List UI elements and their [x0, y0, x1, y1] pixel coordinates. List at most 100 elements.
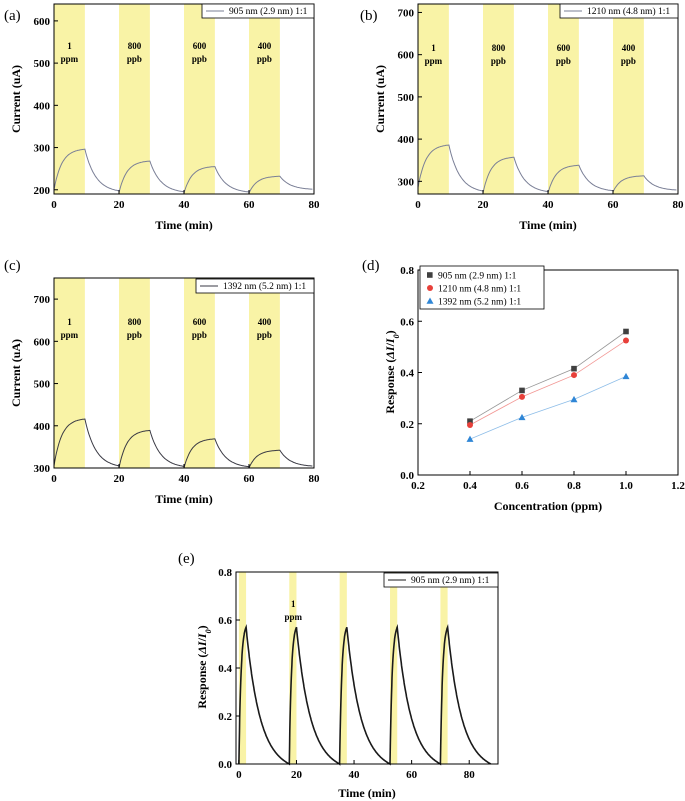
band-label-value: 600 [557, 43, 571, 53]
y-tick-label: 400 [398, 134, 415, 146]
legend-frame [383, 572, 499, 588]
panel-label: (c) [4, 258, 21, 274]
y-tick-label: 0.8 [400, 265, 414, 277]
plot-area: 1 ppm 0 20 40 60 80 0.0 0.2 0.4 0.6 0.8 [218, 567, 499, 781]
x-tick-label: 0 [415, 199, 421, 211]
legend-marker-square [427, 272, 433, 278]
band-label-unit: ppb [491, 56, 506, 66]
band-label-value: 800 [128, 317, 142, 327]
legend-label: 1210 nm (4.8 nm) 1:1 [587, 6, 670, 17]
x-axis-title: Time (min) [155, 218, 212, 232]
exposure-band [119, 4, 150, 194]
x-tick-label: 40 [179, 199, 191, 211]
x-tick-label: 60 [244, 199, 256, 211]
exposure-band [339, 572, 347, 764]
band-label-value: 800 [128, 41, 142, 51]
y-axis-title: Response (ΔI/I0) [383, 330, 401, 413]
y-tick-label: 700 [398, 7, 415, 19]
exposure-band [249, 4, 280, 194]
panel-label: (d) [362, 258, 380, 274]
x-tick-label: 40 [543, 199, 555, 211]
panel-label: (b) [360, 8, 378, 24]
band-note-unit: ppm [285, 612, 303, 622]
band-label-value: 1 [431, 43, 436, 53]
legend-frame [201, 3, 315, 19]
plot-area: 0.2 0.4 0.6 0.8 1.0 1.20.00.20.40.60.8 [400, 265, 685, 492]
band-label-unit: ppb [257, 330, 272, 340]
band-label-value: 600 [193, 317, 207, 327]
legend-label: 905 nm (2.9 nm) 1:1 [411, 575, 490, 586]
y-tick-label: 700 [34, 294, 51, 306]
x-axis-title: Concentration (ppm) [494, 499, 602, 513]
legend-label: 1210 nm (4.8 nm) 1:1 [438, 284, 521, 295]
exposure-band [483, 4, 514, 194]
legend-frame [559, 3, 679, 19]
y-axis-title: Response (ΔI/I0) [195, 625, 213, 708]
exposure-band [613, 4, 644, 194]
exposure-band [548, 4, 579, 194]
exposure-band [440, 572, 448, 764]
y-tick-label: 600 [34, 16, 51, 28]
band-label-unit: ppb [257, 54, 272, 64]
y-tick-label: 600 [34, 336, 51, 348]
x-tick-label: 60 [608, 199, 620, 211]
plot-area: 1 ppm 800 ppb 600 ppb 400 ppb 0 20 40 60 80 300 400 500… [34, 277, 320, 485]
panel-c: (c) 1 ppm 800 ppb 600 ppb 400 ppb 0 20 40 60 80 300 40… [4, 258, 320, 506]
panel-d: (d) 0.2 0.4 0.6 0.8 1.0 1.20.00.20.40.60.8 Co… [362, 258, 685, 513]
y-tick-label: 0.6 [400, 316, 414, 328]
y-tick-label: 0.8 [218, 567, 232, 579]
x-tick-label: 0 [51, 199, 57, 211]
x-tick-label: 40 [179, 473, 191, 485]
x-tick-label: 40 [349, 769, 361, 781]
legend-frame [195, 278, 315, 294]
band-note-value: 1 [291, 599, 296, 609]
panel-b: (b) 1 ppm 800 ppb 600 ppb 400 ppb 0 20 40 60 80 300 40… [360, 3, 684, 232]
data-point-circle [467, 422, 473, 429]
y-tick-label: 600 [398, 50, 415, 62]
y-tick-label: 0.4 [218, 663, 232, 675]
panel-label: (a) [4, 8, 21, 24]
x-tick-label: 80 [464, 769, 476, 781]
exposure-band [289, 572, 297, 764]
exposure-band [390, 572, 398, 764]
band-label-unit: ppm [61, 54, 79, 64]
plot-area: 1 ppm 800 ppb 600 ppb 400 ppb 0 20 40 60 80 200 300 400… [34, 3, 320, 211]
series-line [469, 340, 627, 426]
x-tick-label: 0 [236, 769, 242, 781]
x-tick-label: 0.2 [411, 480, 425, 492]
x-tick-label: 1.0 [619, 480, 633, 492]
exposure-band [184, 278, 215, 468]
exposure-band [184, 4, 215, 194]
legend: 905 nm (2.9 nm) 1:1 [383, 572, 499, 588]
data-point-circle [571, 372, 577, 379]
y-tick-label: 0.2 [400, 419, 414, 431]
panel-e: (e) 1 ppm 0 20 40 60 80 0.0 0.2 0.4 0.6 0.8 Time (m… [178, 551, 499, 800]
legend-frame [419, 265, 545, 310]
x-tick-label: 20 [478, 199, 490, 211]
band-label-value: 400 [622, 43, 636, 53]
x-axis-title: Time (min) [338, 786, 395, 800]
band-label-unit: ppb [192, 330, 207, 340]
x-tick-label: 1.2 [671, 480, 685, 492]
band-label-value: 1 [67, 317, 72, 327]
x-tick-label: 0.4 [463, 480, 477, 492]
legend-label: 1392 nm (5.2 nm) 1:1 [223, 281, 306, 292]
exposure-band [238, 572, 247, 764]
y-axis-title: Current (uA) [9, 65, 23, 133]
series-line [469, 331, 627, 422]
band-label-unit: ppb [127, 330, 142, 340]
panel-label: (e) [178, 551, 195, 567]
exposure-band [249, 278, 280, 468]
y-tick-label: 300 [398, 176, 415, 188]
legend: 905 nm (2.9 nm) 1:1 [201, 3, 315, 19]
x-tick-label: 20 [291, 769, 303, 781]
y-tick-label: 200 [34, 185, 51, 197]
plot-area: 1 ppm 800 ppb 600 ppb 400 ppb 0 20 40 60 80 300 400 500… [398, 3, 684, 211]
band-label-unit: ppm [425, 56, 443, 66]
band-label-unit: ppb [556, 56, 571, 66]
band-label-value: 800 [492, 43, 506, 53]
data-point-square [623, 328, 629, 335]
x-tick-label: 20 [114, 199, 126, 211]
data-point-square [467, 418, 473, 424]
